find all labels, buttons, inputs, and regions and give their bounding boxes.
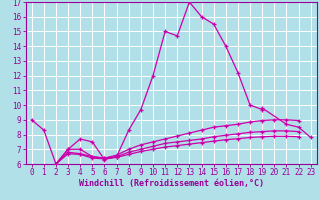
X-axis label: Windchill (Refroidissement éolien,°C): Windchill (Refroidissement éolien,°C) bbox=[79, 179, 264, 188]
